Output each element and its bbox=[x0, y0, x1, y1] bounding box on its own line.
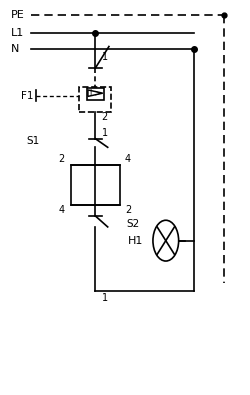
Text: 4: 4 bbox=[125, 154, 131, 164]
Bar bbox=[87, 88, 104, 100]
Text: N: N bbox=[11, 44, 20, 54]
Text: 1: 1 bbox=[102, 293, 108, 303]
Text: F1: F1 bbox=[21, 90, 34, 100]
Text: 2: 2 bbox=[102, 112, 108, 122]
Text: 1: 1 bbox=[102, 52, 108, 62]
Text: S2: S2 bbox=[126, 219, 140, 229]
Text: 1: 1 bbox=[102, 128, 108, 138]
Text: I >: I > bbox=[90, 89, 101, 98]
Bar bbox=[70, 166, 120, 205]
Text: S1: S1 bbox=[26, 135, 40, 146]
Bar bbox=[79, 87, 112, 112]
Text: 2: 2 bbox=[125, 205, 131, 215]
Text: 4: 4 bbox=[58, 205, 64, 215]
Text: 2: 2 bbox=[58, 154, 64, 164]
Text: H1: H1 bbox=[128, 236, 143, 246]
Text: L1: L1 bbox=[11, 28, 24, 38]
Text: PE: PE bbox=[11, 10, 25, 20]
